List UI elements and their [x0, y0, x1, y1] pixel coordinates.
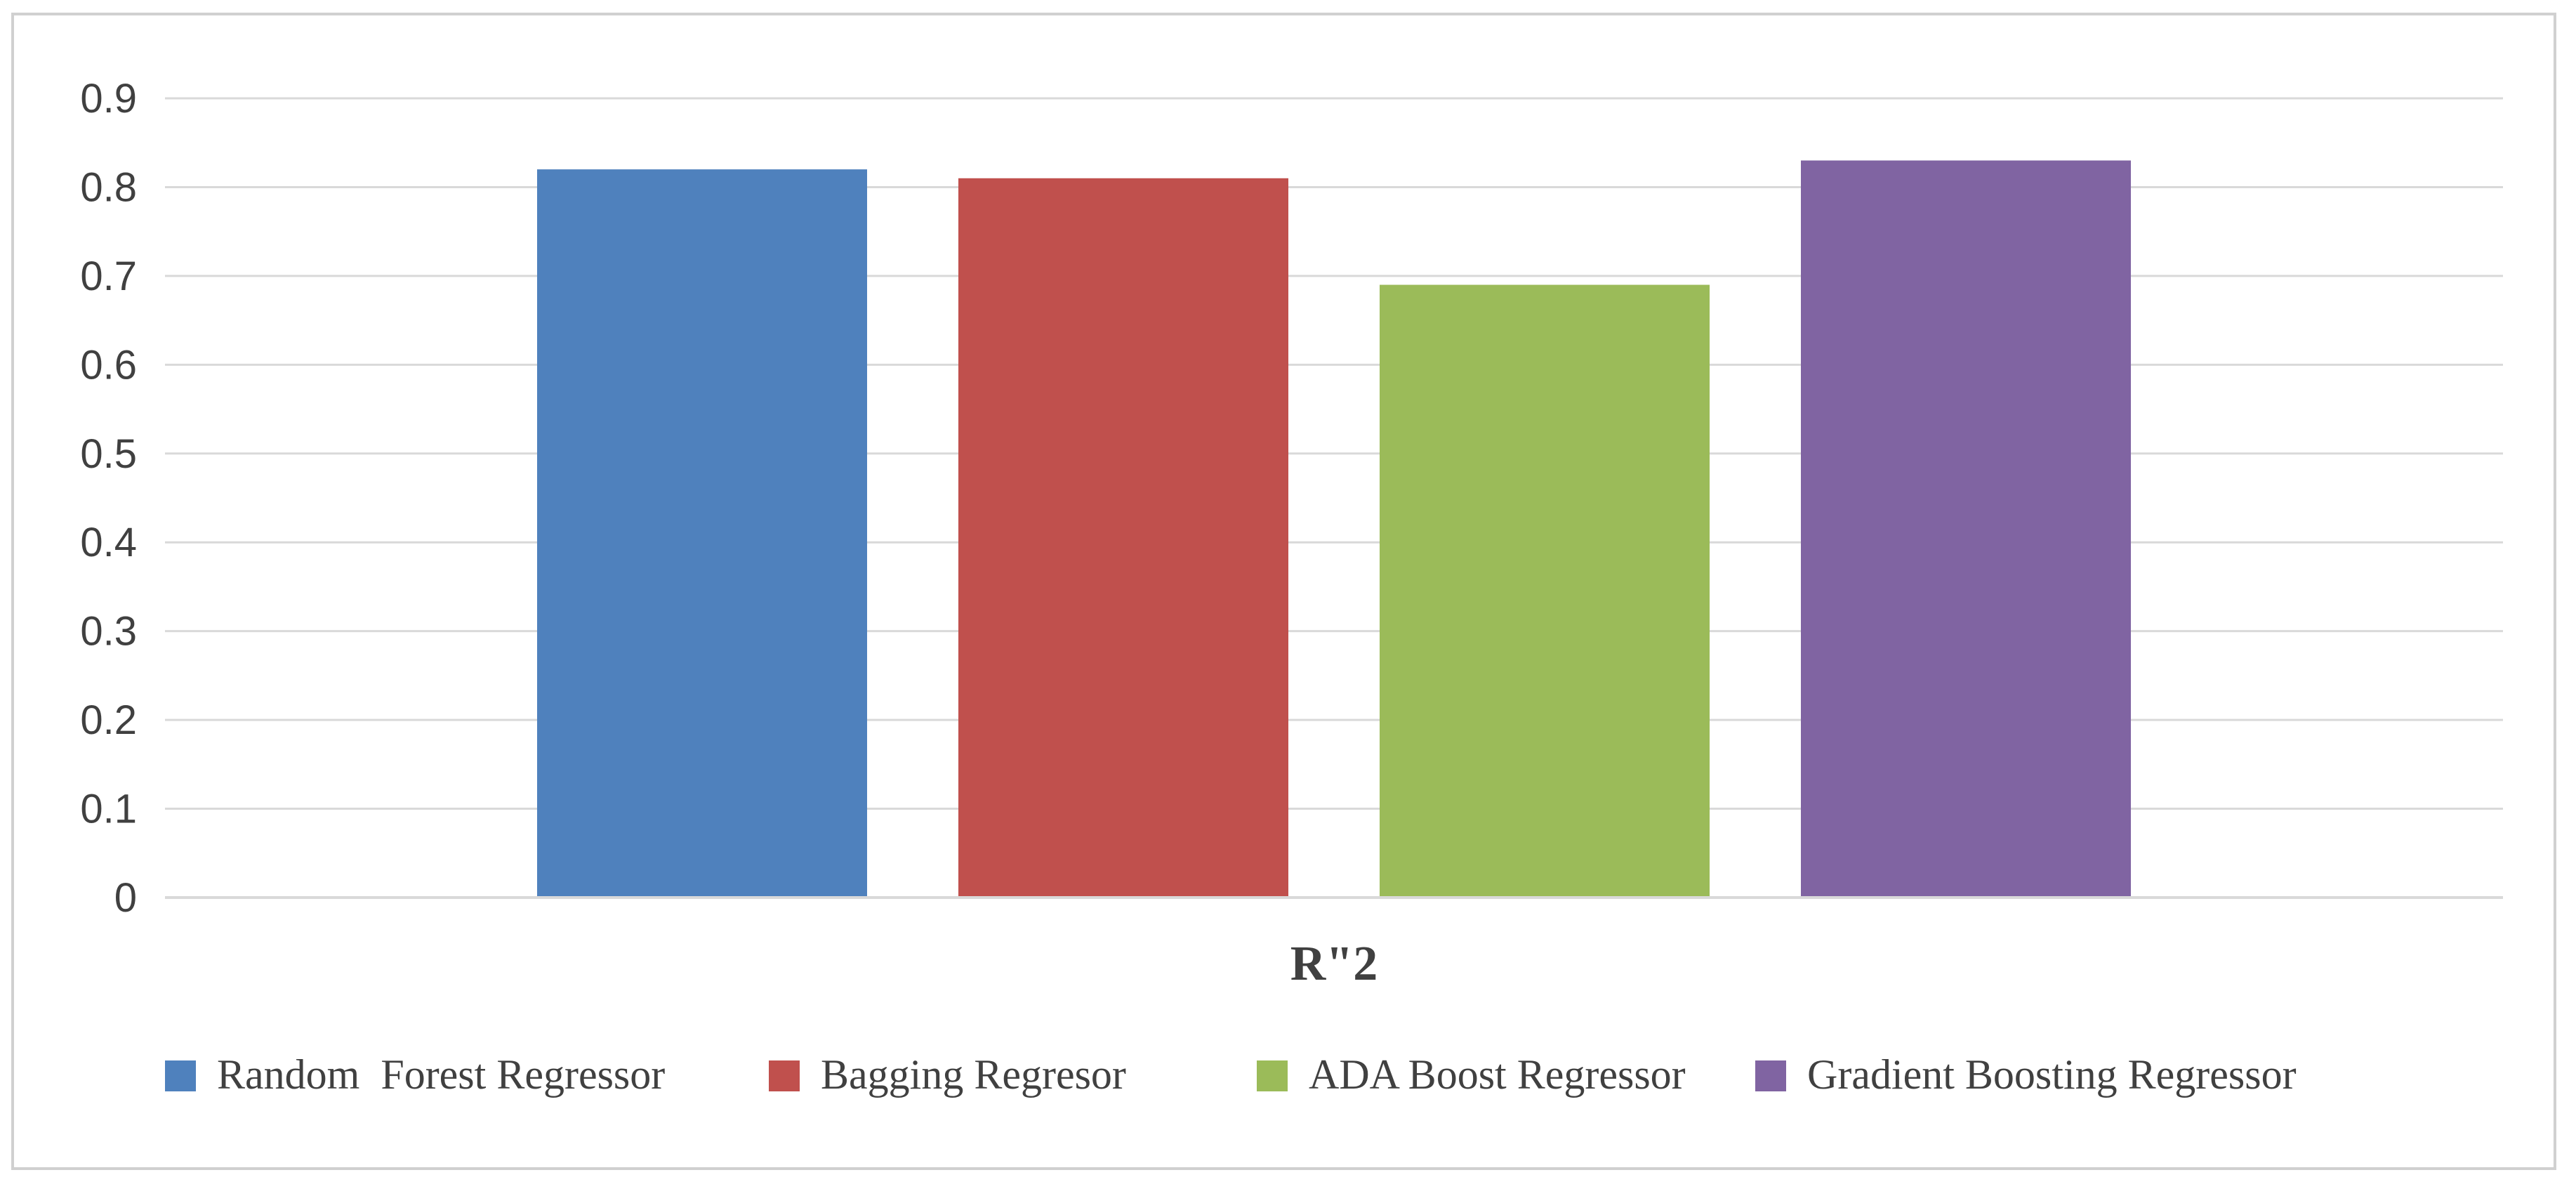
x-category-label: R"2 — [1290, 937, 1378, 991]
legend-label: Bagging Regresor — [821, 1051, 1126, 1098]
legend-swatch — [769, 1060, 800, 1091]
y-tick-label: 0.7 — [80, 254, 137, 299]
bar-gradient-boosting-regressor — [1801, 160, 2131, 898]
bar-bagging-regresor — [958, 178, 1288, 898]
y-tick-label: 0.9 — [80, 76, 137, 121]
legend-item: Bagging Regresor — [769, 1051, 1126, 1098]
legend-item: ADA Boost Regressor — [1257, 1051, 1686, 1098]
legend-item: Gradient Boosting Regressor — [1755, 1051, 2297, 1098]
y-tick-label: 0.6 — [80, 342, 137, 388]
legend-label: ADA Boost Regressor — [1309, 1051, 1686, 1098]
y-tick-label: 0.3 — [80, 609, 137, 655]
legend-swatch — [165, 1060, 196, 1091]
legend-swatch — [1755, 1060, 1786, 1091]
y-tick-label: 0.2 — [80, 697, 137, 743]
y-tick-label: 0.8 — [80, 164, 137, 210]
legend-label: Random Forest Regressor — [217, 1051, 665, 1098]
legend-item: Random Forest Regressor — [165, 1051, 665, 1098]
bar-random-forest-regressor — [537, 169, 867, 898]
y-tick-label: 0.1 — [80, 787, 137, 832]
gridlines — [165, 97, 2503, 810]
bar-ada-boost-regressor — [1380, 284, 1710, 898]
legend-swatch — [1257, 1060, 1288, 1091]
legend-label: Gradient Boosting Regressor — [1807, 1051, 2297, 1098]
legend: Random Forest Regressor Bagging Regresor A… — [165, 1051, 2297, 1098]
y-tick-label: 0.5 — [80, 431, 137, 477]
x-axis-labels: R"2 — [1290, 937, 1378, 991]
bars — [537, 160, 2131, 898]
y-tick-label: 0 — [114, 875, 137, 921]
y-axis-ticks: 0 0.1 0.2 0.3 0.4 0.5 0.6 0.7 0.8 0.9 — [80, 76, 137, 921]
y-tick-label: 0.4 — [80, 520, 137, 565]
